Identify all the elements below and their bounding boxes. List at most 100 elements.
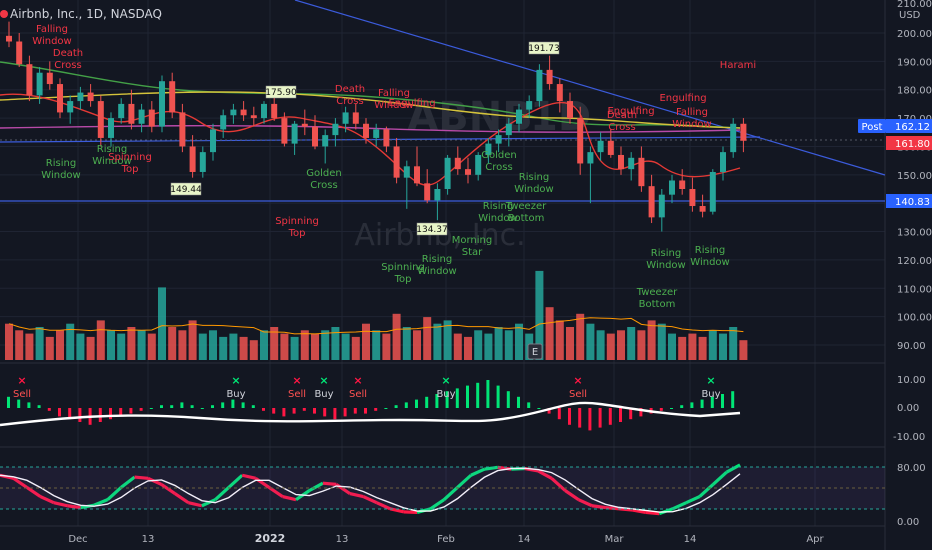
price-tag-last[interactable]: 161.80 bbox=[886, 136, 932, 150]
macd-bar bbox=[547, 408, 551, 414]
post-value-bg bbox=[886, 119, 932, 133]
pattern-label: Spinning Top bbox=[275, 216, 319, 239]
header: Airbnb, Inc., 1D, NASDAQ USD bbox=[0, 7, 921, 21]
stoch-k-segment bbox=[591, 504, 606, 510]
pattern-label-line: Window bbox=[646, 260, 685, 271]
macd-bar bbox=[190, 405, 194, 408]
post-badge bbox=[858, 119, 886, 133]
stoch-k-segment bbox=[349, 491, 364, 499]
earnings-marker[interactable]: E bbox=[527, 343, 543, 360]
candle-body bbox=[352, 112, 359, 124]
volume-bar bbox=[300, 330, 309, 360]
time-label: Mar bbox=[605, 534, 625, 545]
macd-bar bbox=[17, 399, 21, 408]
volume-bar bbox=[545, 307, 554, 360]
macd-bar bbox=[353, 408, 357, 414]
macd-bar bbox=[639, 408, 643, 417]
candle-body bbox=[138, 109, 145, 124]
pattern-label: Spinning Top bbox=[108, 152, 152, 175]
stoch-k-segment bbox=[201, 498, 216, 508]
trend-line-upper[interactable] bbox=[294, 0, 886, 176]
volume-ma-line bbox=[8, 317, 744, 335]
candle-body bbox=[444, 157, 451, 189]
volume-bar bbox=[382, 333, 391, 360]
pattern-label: Rising Window bbox=[417, 254, 456, 277]
price-tag-post[interactable]: Post 162.12 bbox=[858, 119, 932, 133]
volume-bar bbox=[484, 333, 493, 360]
candle-body bbox=[495, 135, 502, 144]
volume-bar bbox=[107, 330, 115, 360]
pattern-label: Rising Window bbox=[514, 172, 553, 195]
buy-signal-label: Buy bbox=[436, 389, 455, 400]
volume-bar bbox=[504, 330, 513, 360]
candle-body bbox=[189, 146, 196, 172]
volume-bar bbox=[464, 336, 472, 360]
stoch-k-segment bbox=[322, 481, 337, 486]
price-axis-label: 200.00 bbox=[897, 29, 932, 40]
candle-body bbox=[424, 183, 431, 201]
stoch-k-segment bbox=[403, 510, 418, 515]
time-label: 14 bbox=[684, 534, 697, 545]
pattern-label-line: Cross bbox=[485, 162, 512, 173]
macd-bar bbox=[425, 396, 429, 408]
volume-bar bbox=[321, 330, 330, 360]
macd-bar bbox=[262, 408, 265, 411]
pattern-label: Falling Window bbox=[374, 88, 413, 111]
volume-bar bbox=[117, 333, 126, 360]
volume-bar bbox=[178, 330, 187, 360]
candle-body bbox=[46, 72, 53, 85]
ema-purple bbox=[0, 124, 741, 133]
candle-body bbox=[97, 101, 104, 138]
stoch-k-segment bbox=[268, 486, 284, 498]
price-axis-label: 110.00 bbox=[897, 284, 932, 295]
volume-bar bbox=[453, 333, 462, 360]
macd-bar bbox=[476, 382, 480, 408]
candle-body bbox=[6, 35, 12, 42]
macd-bar bbox=[404, 402, 408, 408]
volume-bar bbox=[555, 320, 564, 360]
macd-bar bbox=[343, 408, 347, 417]
pattern-label-line: Cross bbox=[54, 60, 81, 71]
candle-body bbox=[465, 169, 471, 175]
buy-signal-label: Buy bbox=[226, 389, 245, 400]
stoch-k-segment bbox=[188, 501, 203, 508]
candle-body bbox=[16, 41, 23, 65]
callout-191: 191.73 bbox=[528, 41, 560, 55]
candle-body bbox=[403, 166, 410, 178]
stoch-k-segment bbox=[67, 504, 81, 510]
candle-body bbox=[363, 123, 369, 138]
candle-body bbox=[301, 123, 308, 127]
candles[interactable] bbox=[6, 21, 747, 232]
stoch-k-segment bbox=[470, 467, 486, 477]
macd-bar bbox=[466, 385, 469, 408]
pattern-label-line: Death bbox=[53, 48, 83, 59]
candle-body bbox=[240, 109, 247, 116]
pattern-label-line: Spinning bbox=[108, 152, 152, 163]
post-label: Post bbox=[862, 122, 883, 133]
candle-body bbox=[577, 118, 584, 164]
time-axis[interactable]: Dec 13 2022 13 Feb 14 Mar 14 Apr bbox=[68, 532, 824, 545]
macd-bar bbox=[435, 394, 439, 408]
candle-body bbox=[393, 146, 400, 178]
candle-body bbox=[679, 180, 686, 189]
macd-bar bbox=[364, 408, 367, 414]
volume-bar bbox=[280, 333, 289, 360]
pattern-label: Rising Window bbox=[92, 144, 131, 167]
candle-body bbox=[658, 194, 665, 218]
grid-lines bbox=[0, 0, 885, 526]
price-tag-line[interactable]: 140.83 bbox=[886, 194, 932, 208]
pattern-label-line: Window bbox=[672, 119, 711, 130]
stoch-k-segment bbox=[645, 510, 660, 516]
candle-body bbox=[505, 123, 512, 136]
sell-marker-icon: × bbox=[292, 374, 301, 387]
candle-body bbox=[526, 101, 533, 110]
macd-bar bbox=[608, 408, 612, 425]
volume-bar bbox=[25, 333, 34, 360]
callout-149: 149.44 bbox=[170, 182, 202, 196]
buy-marker-icon: × bbox=[319, 374, 328, 387]
symbol-title[interactable]: Airbnb, Inc., 1D, NASDAQ bbox=[10, 7, 162, 21]
currency-label[interactable]: USD bbox=[899, 10, 921, 21]
candle-body bbox=[210, 129, 216, 153]
stoch-k-segment bbox=[605, 505, 620, 511]
